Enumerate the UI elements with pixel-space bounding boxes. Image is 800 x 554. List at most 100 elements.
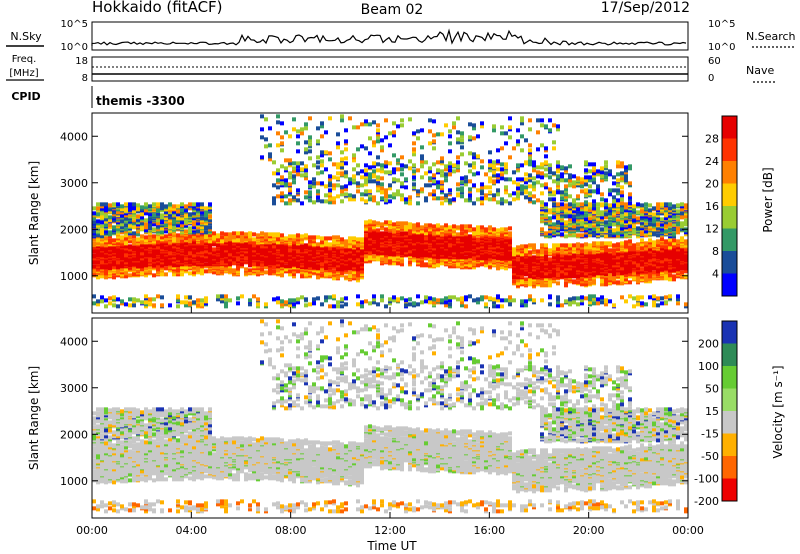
power-cell (280, 164, 284, 169)
power-cell (148, 265, 152, 270)
power-cell (300, 167, 304, 172)
power-cell (168, 240, 172, 245)
power-cell (476, 225, 480, 230)
power-cell (360, 304, 364, 309)
power-cell (356, 147, 360, 152)
power-cell (212, 265, 216, 270)
power-cell (460, 138, 464, 143)
power-cell (516, 163, 520, 168)
power-cell (192, 225, 196, 230)
power-cell (248, 243, 252, 248)
power-cell (424, 160, 428, 165)
power-cell (188, 234, 192, 239)
nsky-tick-high: 10^5 (61, 19, 88, 30)
nsky-trace (91, 28, 687, 46)
power-cell (296, 149, 300, 154)
power-cell (276, 194, 280, 199)
power-cell (340, 297, 344, 302)
power-cell (376, 302, 380, 307)
power-cell (196, 244, 200, 249)
power-cell (180, 216, 184, 221)
power-cell (164, 223, 168, 228)
power-cell (284, 130, 288, 135)
power-cell (280, 148, 284, 153)
power-cell (352, 270, 356, 275)
power-cell (504, 185, 508, 190)
power-cell (356, 270, 360, 275)
power-cell (120, 207, 124, 212)
power-cell (372, 195, 376, 200)
power-cell (176, 304, 180, 309)
power-cell (100, 228, 104, 233)
power-cell (328, 242, 332, 247)
power-cell (288, 298, 292, 303)
power-cell (296, 141, 300, 146)
power-cell (332, 304, 336, 309)
power-cell (400, 167, 404, 172)
power-cell (228, 298, 232, 303)
power-cell (472, 165, 476, 170)
power-cell (304, 122, 308, 127)
power-cell (380, 163, 384, 168)
power-cell (212, 270, 216, 275)
power-cell (300, 244, 304, 249)
power-cell (280, 175, 284, 180)
power-cell (112, 202, 116, 207)
power-cell (440, 169, 444, 174)
power-cell (264, 302, 268, 307)
power-cell (276, 168, 280, 173)
power-cell (492, 179, 496, 184)
power-cell (524, 244, 528, 249)
power-cell (276, 300, 280, 305)
freq-tick-low: 8 (82, 73, 88, 84)
power-cell (400, 181, 404, 186)
power-cell (440, 225, 444, 230)
power-cell (100, 220, 104, 225)
power-cell (388, 131, 392, 136)
power-cell (456, 225, 460, 230)
power-cell (540, 280, 544, 285)
power-cell (376, 228, 380, 233)
power-cell (476, 197, 480, 202)
power-cell (376, 123, 380, 128)
power-cell (376, 168, 380, 173)
power-cell (164, 229, 168, 234)
power-cell (312, 264, 316, 269)
power-cell (432, 189, 436, 194)
power-cell (192, 240, 196, 245)
power-cell (468, 163, 472, 168)
power-cell (304, 243, 308, 248)
power-cell (300, 273, 304, 278)
power-cell (180, 272, 184, 277)
power-cell (108, 207, 112, 212)
power-cell (472, 161, 476, 166)
power-cell (336, 194, 340, 199)
power-cell (120, 204, 124, 209)
power-cell (304, 164, 308, 169)
power-cell (188, 226, 192, 231)
power-cell (284, 264, 288, 269)
power-cell (156, 294, 160, 299)
power-cell (544, 231, 548, 236)
power-cell (152, 303, 156, 308)
power-cell (528, 159, 532, 164)
power-cell (140, 256, 144, 261)
power-cell (512, 298, 516, 303)
power-cell (364, 146, 368, 151)
power-cell (224, 301, 228, 306)
power-cell (252, 237, 256, 242)
power-cell (460, 186, 464, 191)
power-cell (344, 147, 348, 152)
power-cell (540, 171, 544, 176)
power-cell (292, 237, 296, 242)
power-cell (216, 294, 220, 299)
power-cell (336, 300, 340, 305)
power-cell (428, 176, 432, 181)
power-cell (108, 218, 112, 223)
power-cell (156, 245, 160, 250)
power-cell (424, 228, 428, 233)
power-cell (140, 205, 144, 210)
power-cell (524, 185, 528, 190)
power-cell (308, 142, 312, 147)
power-cell (504, 227, 508, 232)
